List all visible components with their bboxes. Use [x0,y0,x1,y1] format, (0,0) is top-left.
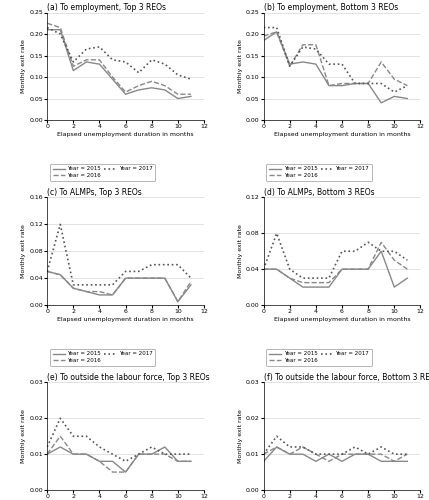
Text: (a) To employment, Top 3 REOs: (a) To employment, Top 3 REOs [47,2,166,12]
Legend: Year = 2015, Year = 2016, Year = 2017: Year = 2015, Year = 2016, Year = 2017 [266,164,372,181]
Text: (e) To outside the labour force, Top 3 REOs: (e) To outside the labour force, Top 3 R… [47,372,210,382]
Legend: Year = 2015, Year = 2016, Year = 2017: Year = 2015, Year = 2016, Year = 2017 [50,164,155,181]
Y-axis label: Monthly exit rate: Monthly exit rate [238,410,243,463]
Text: (c) To ALMPs, Top 3 REOs: (c) To ALMPs, Top 3 REOs [47,188,142,196]
Y-axis label: Monthly exit rate: Monthly exit rate [21,224,27,278]
Text: (f) To outside the labour force, Bottom 3 REOs: (f) To outside the labour force, Bottom … [263,372,429,382]
X-axis label: Elapsed unemployment duration in months: Elapsed unemployment duration in months [57,317,194,322]
Legend: Year = 2015, Year = 2016, Year = 2017: Year = 2015, Year = 2016, Year = 2017 [50,348,155,366]
Legend: Year = 2015, Year = 2016, Year = 2017: Year = 2015, Year = 2016, Year = 2017 [266,348,372,366]
Y-axis label: Monthly exit rate: Monthly exit rate [21,410,27,463]
X-axis label: Elapsed unemployment duration in months: Elapsed unemployment duration in months [57,132,194,137]
Y-axis label: Monthly exit rate: Monthly exit rate [238,224,243,278]
X-axis label: Elapsed unemployment duration in months: Elapsed unemployment duration in months [274,317,410,322]
Text: (d) To ALMPs, Bottom 3 REOs: (d) To ALMPs, Bottom 3 REOs [263,188,374,196]
Y-axis label: Monthly exit rate: Monthly exit rate [238,40,243,93]
Text: (b) To employment, Bottom 3 REOs: (b) To employment, Bottom 3 REOs [263,2,398,12]
X-axis label: Elapsed unemployment duration in months: Elapsed unemployment duration in months [274,132,410,137]
Y-axis label: Monthly exit rate: Monthly exit rate [21,40,27,93]
